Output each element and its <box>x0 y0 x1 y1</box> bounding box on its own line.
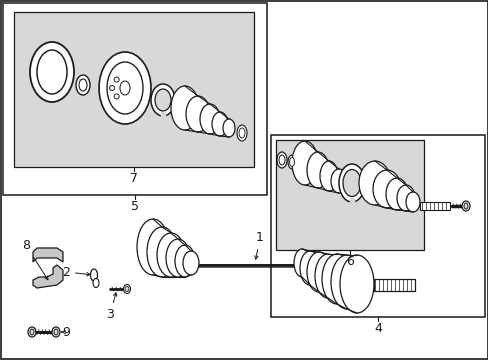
Ellipse shape <box>28 327 36 337</box>
Ellipse shape <box>306 252 330 292</box>
Ellipse shape <box>137 219 169 275</box>
Ellipse shape <box>54 329 58 335</box>
Ellipse shape <box>293 249 309 277</box>
Ellipse shape <box>338 164 364 202</box>
Ellipse shape <box>287 155 295 169</box>
Polygon shape <box>33 265 63 288</box>
Ellipse shape <box>93 279 99 288</box>
Ellipse shape <box>239 128 244 138</box>
Ellipse shape <box>405 192 419 212</box>
Bar <box>373 279 414 291</box>
Text: 1: 1 <box>254 231 264 259</box>
Ellipse shape <box>339 255 373 313</box>
Ellipse shape <box>99 52 151 124</box>
Polygon shape <box>33 248 63 262</box>
Ellipse shape <box>237 125 246 141</box>
Bar <box>275 140 423 250</box>
Ellipse shape <box>185 96 209 132</box>
Ellipse shape <box>385 178 407 210</box>
Ellipse shape <box>125 287 129 292</box>
Ellipse shape <box>279 155 285 165</box>
Text: 6: 6 <box>346 255 353 268</box>
Ellipse shape <box>299 251 319 285</box>
Text: 5: 5 <box>131 200 139 213</box>
Ellipse shape <box>147 227 177 277</box>
Ellipse shape <box>123 284 130 293</box>
Ellipse shape <box>109 86 114 90</box>
Ellipse shape <box>30 329 34 335</box>
Ellipse shape <box>37 50 67 94</box>
Ellipse shape <box>306 152 328 188</box>
Ellipse shape <box>321 254 351 304</box>
Ellipse shape <box>330 255 362 309</box>
Ellipse shape <box>372 170 400 208</box>
Ellipse shape <box>330 169 346 193</box>
Text: 8: 8 <box>22 239 48 280</box>
Ellipse shape <box>155 89 171 111</box>
Text: 3: 3 <box>106 293 117 321</box>
Ellipse shape <box>463 203 467 209</box>
Text: 9: 9 <box>62 325 70 338</box>
Ellipse shape <box>30 42 74 102</box>
Ellipse shape <box>314 254 340 298</box>
Ellipse shape <box>461 201 469 211</box>
Ellipse shape <box>114 77 119 82</box>
Ellipse shape <box>79 79 87 91</box>
Ellipse shape <box>358 161 390 205</box>
Ellipse shape <box>276 152 286 168</box>
Bar <box>349 198 353 203</box>
Ellipse shape <box>76 75 90 95</box>
Ellipse shape <box>183 251 199 275</box>
Ellipse shape <box>291 141 317 185</box>
Bar <box>14 12 253 167</box>
Text: 7: 7 <box>130 172 138 185</box>
Ellipse shape <box>115 74 135 102</box>
Ellipse shape <box>200 104 220 134</box>
Ellipse shape <box>223 119 235 137</box>
Text: 4: 4 <box>373 322 381 335</box>
Ellipse shape <box>396 185 414 211</box>
Ellipse shape <box>165 239 190 277</box>
Text: 2: 2 <box>62 266 90 279</box>
Ellipse shape <box>212 112 227 136</box>
Bar <box>3 3 266 195</box>
Ellipse shape <box>171 86 199 130</box>
Ellipse shape <box>157 233 184 277</box>
Bar <box>161 112 164 117</box>
Ellipse shape <box>107 62 142 114</box>
Ellipse shape <box>319 161 337 191</box>
Ellipse shape <box>151 84 175 116</box>
Ellipse shape <box>90 269 97 281</box>
Ellipse shape <box>289 158 294 166</box>
Bar <box>270 135 484 317</box>
Ellipse shape <box>175 245 195 277</box>
Ellipse shape <box>52 327 60 337</box>
Bar <box>419 202 449 210</box>
Ellipse shape <box>114 94 119 99</box>
Ellipse shape <box>120 81 130 95</box>
Ellipse shape <box>342 170 360 197</box>
